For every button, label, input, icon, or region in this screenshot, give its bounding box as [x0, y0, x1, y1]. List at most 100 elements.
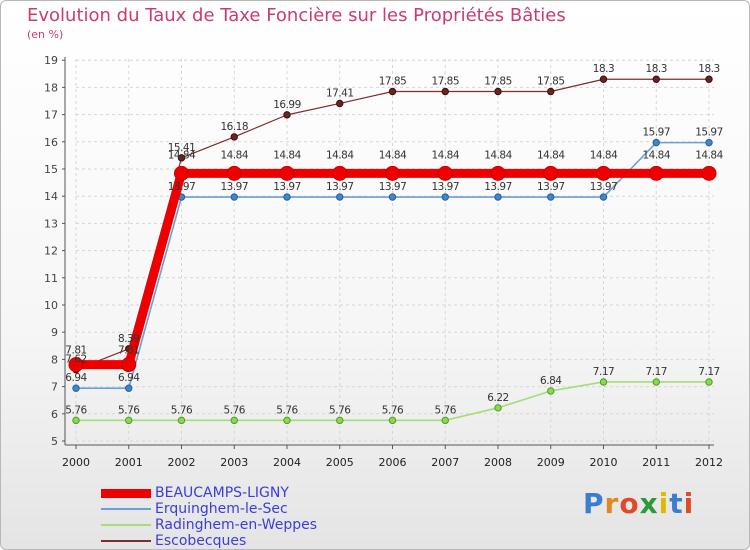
data-point	[652, 138, 660, 147]
x-tick-label: 2005	[326, 456, 354, 469]
y-tick-label: 11	[44, 272, 58, 285]
series-erquinghem-le-sec	[72, 138, 713, 392]
logo-letter: i	[683, 487, 695, 520]
data-point	[648, 165, 664, 181]
legend-label: Radinghem-en-Weppes	[155, 517, 317, 533]
data-label: 8.39	[118, 333, 139, 345]
logo-letter: o	[619, 487, 640, 520]
data-label: 7.81	[118, 345, 139, 357]
y-tick-label: 12	[44, 245, 58, 258]
y-tick-label: 9	[51, 326, 58, 339]
data-point	[125, 416, 133, 425]
data-point	[336, 416, 344, 425]
y-tick-label: 5	[51, 435, 58, 448]
x-tick-label: 2010	[590, 456, 618, 469]
data-point	[494, 87, 502, 96]
data-point	[599, 193, 608, 201]
y-tick-label: 15	[44, 163, 58, 176]
data-label: 13.97	[484, 181, 512, 193]
data-point	[72, 416, 80, 425]
data-label: 13.97	[220, 181, 248, 193]
legend-swatch	[101, 488, 151, 498]
y-tick-label: 8	[51, 353, 58, 366]
data-point	[174, 165, 189, 181]
data-point	[388, 87, 397, 96]
x-tick-label: 2004	[273, 456, 301, 469]
data-label: 13.97	[537, 181, 565, 193]
data-label: 7.17	[593, 366, 614, 378]
data-label: 7.81	[65, 345, 86, 357]
data-label: 5.76	[276, 404, 298, 416]
data-point	[121, 357, 137, 373]
data-label: 15.41	[168, 142, 196, 154]
data-label: 14.84	[484, 149, 512, 161]
legend-label: Erquinghem-le-Sec	[155, 501, 288, 517]
data-label: 15.97	[642, 127, 670, 139]
y-tick-label: 6	[51, 408, 58, 421]
logo-letter: t	[669, 487, 684, 520]
data-label: 6.94	[65, 372, 87, 384]
x-tick-label: 2000	[62, 456, 90, 469]
data-label: 14.84	[590, 149, 618, 161]
data-point	[543, 165, 559, 181]
x-tick-label: 2009	[537, 456, 565, 469]
legend-swatch	[101, 508, 151, 510]
y-tick-label: 7	[51, 381, 58, 394]
data-label: 18.3	[593, 63, 614, 75]
logo-letter: i	[658, 487, 670, 520]
data-point	[332, 165, 348, 181]
data-label: 17.85	[379, 75, 407, 87]
data-point	[388, 416, 397, 425]
data-label: 6.94	[118, 372, 140, 384]
data-point	[226, 165, 242, 181]
data-point	[494, 404, 502, 412]
x-tick-label: 2001	[115, 456, 143, 469]
data-point	[283, 111, 291, 119]
data-point	[705, 138, 713, 147]
logo-letter: P	[583, 487, 605, 520]
data-point	[547, 193, 555, 201]
data-point	[177, 416, 186, 425]
data-point	[596, 165, 611, 181]
data-point	[652, 75, 660, 83]
data-point	[437, 165, 453, 181]
y-tick-label: 13	[44, 217, 58, 230]
y-tick-label: 14	[44, 190, 58, 203]
x-tick-label: 2011	[642, 456, 670, 469]
data-label: 16.18	[220, 121, 248, 133]
data-point	[336, 99, 344, 108]
data-label: 7.17	[646, 366, 667, 378]
data-label: 18.3	[698, 63, 719, 75]
data-point	[441, 416, 449, 425]
x-tick-label: 2002	[168, 456, 196, 469]
data-point	[68, 357, 84, 373]
unit-label: (en %)	[27, 28, 64, 41]
data-label: 13.97	[326, 181, 354, 193]
data-point	[705, 75, 713, 83]
data-label: 14.84	[379, 149, 407, 161]
data-point	[652, 378, 660, 386]
data-point	[385, 165, 400, 181]
data-label: 7.17	[698, 366, 719, 378]
data-label: 5.76	[118, 404, 140, 416]
data-point	[490, 165, 506, 181]
legend-swatch	[101, 524, 151, 526]
data-label: 14.84	[273, 149, 301, 161]
data-label: 14.84	[168, 149, 196, 161]
data-label: 18.3	[646, 63, 667, 75]
data-label: 5.76	[224, 404, 246, 416]
data-point	[547, 387, 555, 395]
data-point	[388, 193, 397, 201]
data-label: 13.97	[168, 181, 196, 193]
data-label: 5.76	[435, 404, 457, 416]
data-point	[705, 378, 713, 386]
data-label: 16.99	[273, 99, 301, 111]
y-tick-label: 17	[44, 109, 58, 122]
data-point	[230, 133, 238, 141]
y-tick-label: 10	[44, 299, 58, 312]
data-label: 17.85	[484, 75, 512, 87]
data-point	[336, 193, 344, 201]
data-label: 15.97	[695, 127, 723, 139]
